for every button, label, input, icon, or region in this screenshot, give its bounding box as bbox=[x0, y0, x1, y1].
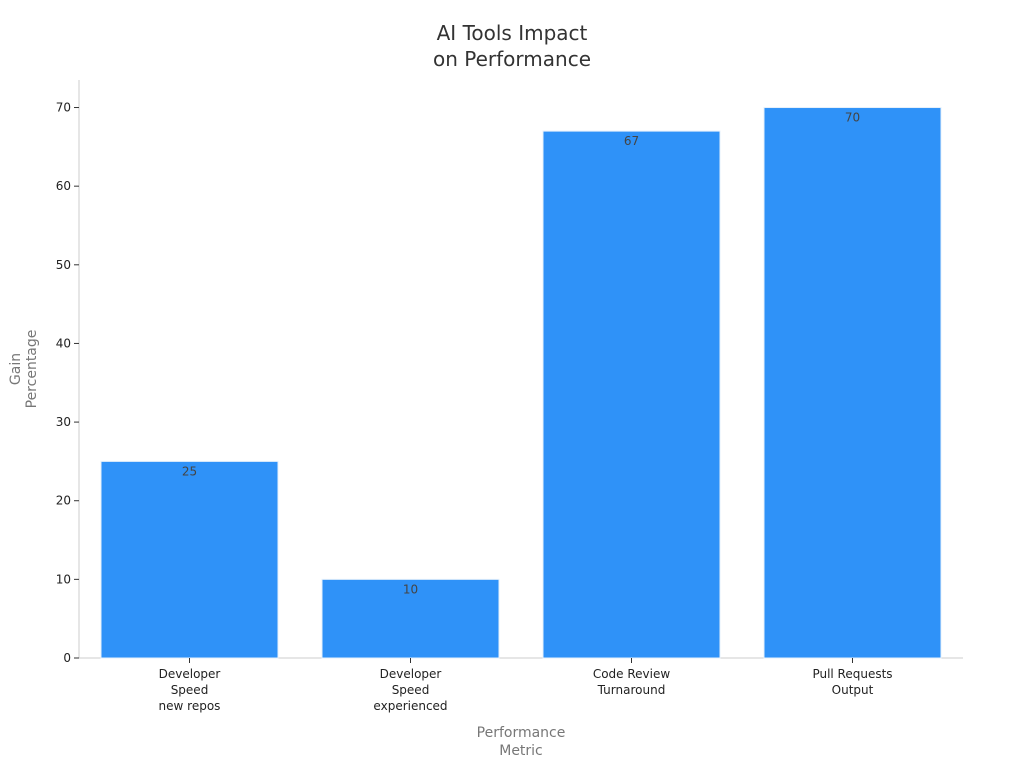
bar-data-label: 25 bbox=[182, 464, 197, 478]
y-tick-label: 70 bbox=[56, 101, 71, 115]
y-tick-label: 10 bbox=[56, 572, 71, 586]
x-axis-title-line-2: Metric bbox=[499, 743, 543, 759]
bar-data-label: 10 bbox=[403, 582, 418, 596]
y-tick-label: 20 bbox=[56, 494, 71, 508]
x-tick-label-line: Speed bbox=[392, 683, 430, 697]
y-tick-label: 60 bbox=[56, 179, 71, 193]
x-tick-label: Developer Speed experienced bbox=[373, 667, 447, 713]
x-tick-label-line: experienced bbox=[373, 699, 447, 713]
x-tick-label-line: Speed bbox=[171, 683, 209, 697]
chart-title-line-2: on Performance bbox=[433, 47, 591, 71]
x-axis-title-line-1: Performance bbox=[477, 725, 566, 741]
y-tick-label: 0 bbox=[63, 651, 71, 665]
x-tick-label-line: Developer bbox=[380, 667, 442, 681]
chart-title-line-1: AI Tools Impact bbox=[437, 21, 588, 45]
bar bbox=[321, 578, 500, 659]
x-tick-label-line: Output bbox=[832, 683, 874, 697]
x-tick-label: Code Review Turnaround bbox=[593, 667, 671, 697]
plot-area: 0 10 20 30 40 50 60 70 25 Developer Speed new repos… bbox=[56, 80, 963, 713]
x-tick-label-line: Pull Requests bbox=[812, 667, 892, 681]
x-tick-label-line: new repos bbox=[159, 699, 221, 713]
x-tick-label-line: Code Review bbox=[593, 667, 671, 681]
y-tick-label: 30 bbox=[56, 415, 71, 429]
x-axis-title: Performance Metric bbox=[477, 725, 566, 759]
x-tick-label-line: Turnaround bbox=[597, 683, 666, 697]
x-tick-label-line: Developer bbox=[159, 667, 221, 681]
bar-data-label: 67 bbox=[624, 134, 639, 148]
x-tick-label: Developer Speed new repos bbox=[159, 667, 221, 713]
bar bbox=[542, 130, 721, 659]
y-axis-title: Gain Percentage bbox=[8, 330, 40, 409]
chart-title: AI Tools Impact on Performance bbox=[433, 21, 591, 71]
y-axis-title-line-1: Gain bbox=[8, 353, 24, 385]
bar-data-label: 70 bbox=[845, 111, 860, 125]
bar bbox=[763, 107, 942, 659]
x-tick-label: Pull Requests Output bbox=[812, 667, 892, 697]
y-axis-title-line-2: Percentage bbox=[24, 330, 40, 409]
y-tick-label: 40 bbox=[56, 336, 71, 350]
y-tick-label: 50 bbox=[56, 258, 71, 272]
bar bbox=[100, 460, 279, 659]
